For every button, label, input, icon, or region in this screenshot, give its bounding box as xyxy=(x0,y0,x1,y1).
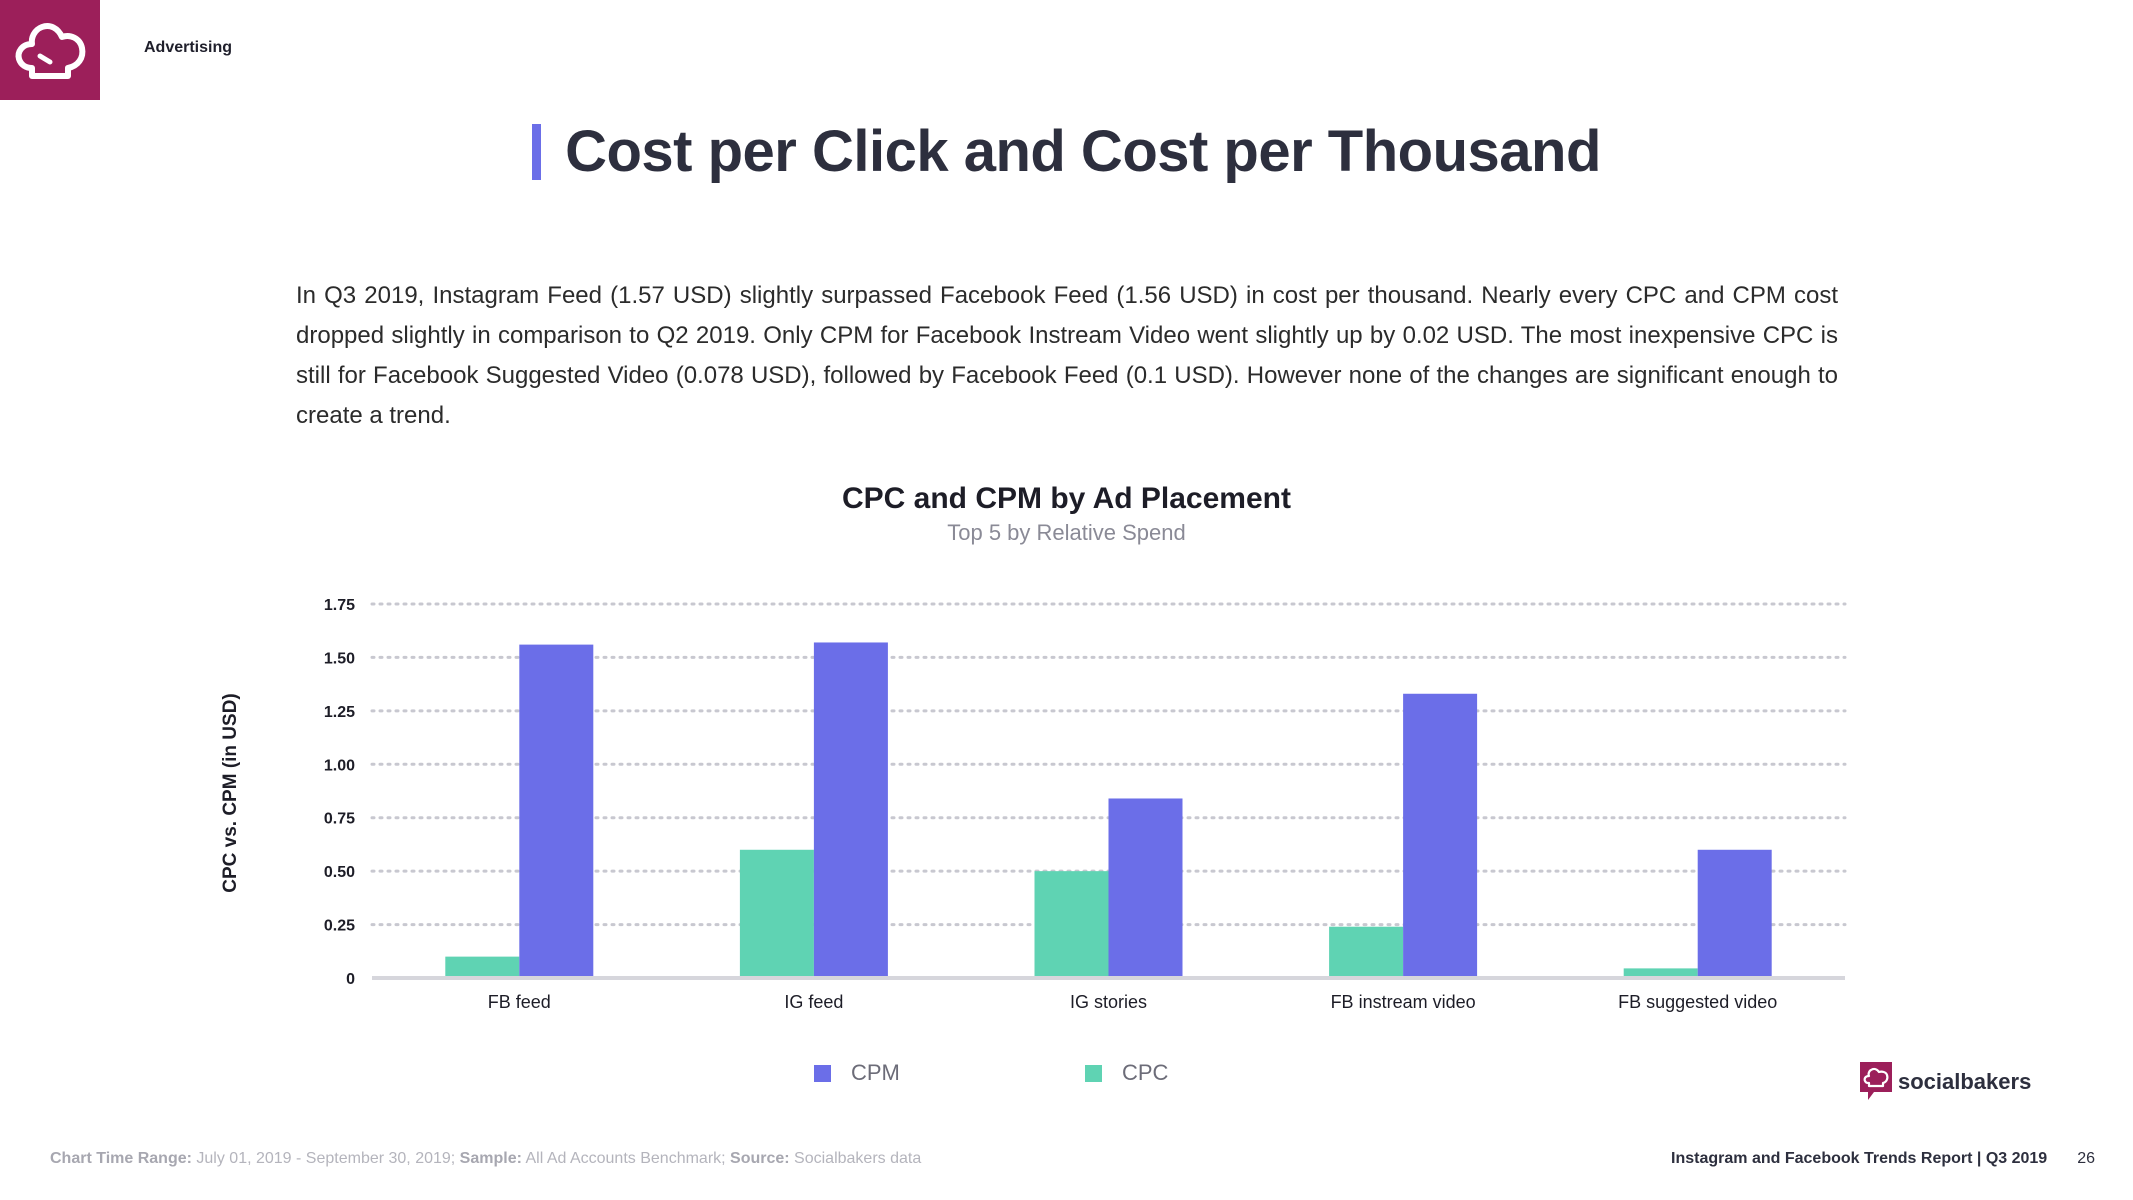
legend-label-cpm: CPM xyxy=(851,1060,900,1085)
bar-cpm xyxy=(1403,693,1478,976)
x-tick-label: FB suggested video xyxy=(1618,992,1777,1012)
y-tick-label: 0 xyxy=(346,971,355,988)
y-tick-label: 1.00 xyxy=(324,757,355,774)
brand-logo xyxy=(0,0,100,100)
bar-cpm xyxy=(519,644,594,976)
footer-source-label: Source: xyxy=(725,1150,790,1167)
footer-sample-value: All Ad Accounts Benchmark; xyxy=(521,1150,726,1167)
bar-cpm xyxy=(1108,798,1183,976)
intro-paragraph: In Q3 2019, Instagram Feed (1.57 USD) sl… xyxy=(296,282,1838,429)
bar-cpc xyxy=(1623,968,1698,976)
y-tick-label: 0.50 xyxy=(324,864,355,881)
x-tick-label: FB feed xyxy=(488,992,551,1012)
chart-subtitle: Top 5 by Relative Spend xyxy=(947,520,1186,545)
y-axis-label: CPC vs. CPM (in USD) xyxy=(220,693,241,893)
chef-hat-icon xyxy=(15,23,86,79)
y-tick-label: 1.50 xyxy=(324,650,355,667)
chart-title: CPC and CPM by Ad Placement xyxy=(842,482,1291,515)
footer-time-range-value: July 01, 2019 - September 30, 2019; xyxy=(191,1150,456,1167)
page-title-wrap: Cost per Click and Cost per Thousand xyxy=(0,118,2133,185)
footer-sample-label: Sample: xyxy=(455,1150,522,1167)
footer-source-value: Socialbakers data xyxy=(789,1150,922,1167)
legend-item-cpm: CPM xyxy=(814,1060,900,1086)
bar-cpc xyxy=(739,849,814,976)
page-title: Cost per Click and Cost per Thousand xyxy=(565,119,1601,184)
socialbakers-chef-icon xyxy=(1860,1062,1892,1100)
brand-text: socialbakers xyxy=(1898,1069,2032,1094)
footer-source-note: Chart Time Range: July 01, 2019 - Septem… xyxy=(50,1150,921,1168)
bar-cpc xyxy=(445,956,520,976)
y-tick-label: 0.75 xyxy=(324,811,355,828)
title-accent-bar xyxy=(532,123,542,180)
y-tick-label: 1.25 xyxy=(324,704,355,721)
bar-cpc xyxy=(1329,926,1404,976)
footer-report: Instagram and Facebook Trends Report | Q… xyxy=(1671,1150,2095,1168)
bar-cpm xyxy=(1697,849,1772,976)
socialbakers-logo: socialbakers xyxy=(1860,1062,2031,1102)
legend-item-cpc: CPC xyxy=(1085,1060,1168,1086)
x-tick-label: IG stories xyxy=(1070,992,1147,1012)
y-tick-label: 0.25 xyxy=(324,918,355,935)
legend-swatch-cpc xyxy=(1085,1064,1102,1082)
bar-chart: CPC vs. CPM (in USD) 0 0.25 0.50 0.75 1.00 1.… xyxy=(220,597,1847,1012)
page-number: 26 xyxy=(2077,1150,2095,1167)
footer-time-range-label: Chart Time Range: xyxy=(50,1150,192,1167)
legend-label-cpc: CPC xyxy=(1122,1060,1169,1085)
bar-cpm xyxy=(813,642,888,976)
y-tick-label: 1.75 xyxy=(324,597,355,614)
bar-cpc xyxy=(1034,871,1109,976)
section-label: Advertising xyxy=(144,39,233,56)
legend-swatch-cpm xyxy=(814,1064,831,1082)
footer-report-title: Instagram and Facebook Trends Report | Q… xyxy=(1671,1150,2048,1167)
x-tick-label: FB instream video xyxy=(1331,992,1476,1012)
x-tick-label: IG feed xyxy=(784,992,843,1012)
